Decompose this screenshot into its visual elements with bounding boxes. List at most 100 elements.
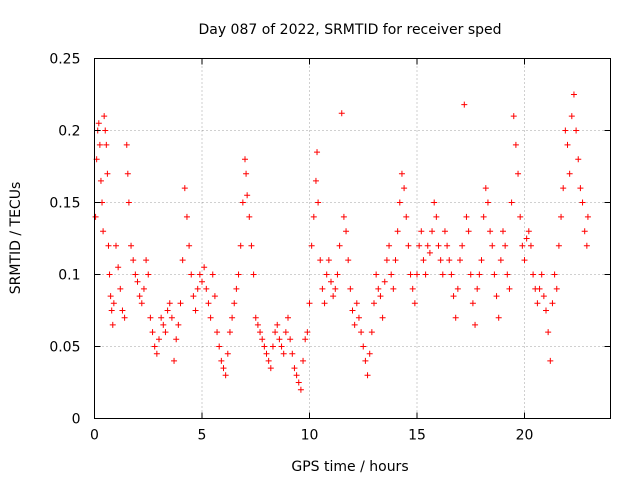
data-point [92, 213, 99, 220]
data-point [497, 257, 504, 264]
data-point [558, 213, 565, 220]
data-point [418, 228, 425, 235]
data-point [340, 213, 347, 220]
data-point [482, 185, 489, 192]
data-point [175, 321, 182, 328]
data-point [527, 242, 534, 249]
data-point [452, 314, 459, 321]
data-point [525, 228, 532, 235]
data-point [437, 257, 444, 264]
y-tick-label: 0.05 [49, 340, 80, 356]
data-point [467, 271, 474, 278]
data-point [435, 242, 442, 249]
data-point [489, 242, 496, 249]
data-point [366, 350, 373, 357]
y-axis-ticks: 0 0.05 0.1 0.15 0.2 0.25 [49, 52, 611, 428]
data-point [158, 314, 165, 321]
data-point [199, 278, 205, 285]
data-point [115, 264, 122, 271]
data-point [164, 307, 171, 314]
data-point [420, 257, 427, 264]
data-point [500, 228, 506, 235]
data-point [272, 329, 279, 336]
data-point [338, 110, 345, 117]
data-point [336, 242, 343, 249]
data-point [504, 271, 511, 278]
data-point [398, 170, 405, 177]
data-point [579, 199, 586, 206]
data-point [472, 321, 479, 328]
data-point [371, 300, 377, 307]
data-point [577, 185, 584, 192]
data-point [254, 321, 261, 328]
plot-frame [94, 58, 611, 419]
data-point [153, 350, 160, 357]
data-point [355, 314, 362, 321]
data-point [461, 101, 468, 108]
data-point [246, 213, 253, 220]
data-point [300, 357, 307, 364]
data-point [181, 185, 188, 192]
data-point [106, 271, 113, 278]
data-point [267, 365, 274, 372]
data-point [555, 242, 562, 249]
data-point [237, 242, 244, 249]
data-point [171, 357, 178, 364]
data-point [207, 314, 214, 321]
data-point [386, 242, 393, 249]
data-points [92, 91, 591, 393]
data-point [226, 329, 233, 336]
data-point [190, 293, 197, 300]
data-point [143, 257, 150, 264]
data-point [448, 271, 455, 278]
data-point [394, 228, 401, 235]
data-point [409, 285, 416, 292]
data-point [450, 293, 457, 300]
data-point [304, 329, 311, 336]
data-point [358, 329, 365, 336]
data-point [377, 293, 384, 300]
x-tick-label: 0 [90, 428, 99, 444]
data-point [216, 343, 223, 350]
data-point [474, 285, 481, 292]
data-point [343, 228, 350, 235]
data-point [349, 307, 356, 314]
data-point [583, 242, 590, 249]
x-axis-ticks: 0 5 10 15 20 [90, 58, 534, 444]
y-tick-label: 0.2 [58, 124, 80, 140]
data-point [308, 242, 315, 249]
data-point [125, 199, 132, 206]
data-point [201, 264, 208, 271]
data-point [519, 242, 526, 249]
data-point [317, 257, 324, 264]
data-point [194, 285, 201, 292]
data-point [570, 91, 577, 98]
data-point [252, 314, 259, 321]
data-point [239, 199, 246, 206]
data-point [388, 271, 395, 278]
data-point [353, 300, 360, 307]
data-point [244, 192, 251, 199]
data-point [248, 242, 255, 249]
data-point [177, 300, 184, 307]
data-point [424, 242, 431, 249]
data-point [414, 271, 420, 278]
data-point [103, 141, 110, 148]
data-point [117, 285, 124, 292]
data-point [454, 285, 461, 292]
data-point [242, 156, 248, 163]
data-point [160, 321, 167, 328]
data-point [108, 307, 115, 314]
data-point [426, 249, 433, 256]
x-tick-label: 20 [516, 428, 534, 444]
data-point [321, 300, 328, 307]
data-point [373, 271, 380, 278]
data-point [476, 271, 483, 278]
data-point [530, 271, 537, 278]
data-point [280, 350, 287, 357]
data-point [97, 177, 104, 184]
data-point [549, 300, 556, 307]
data-point [123, 141, 130, 148]
data-point [302, 336, 309, 343]
data-point [136, 293, 143, 300]
